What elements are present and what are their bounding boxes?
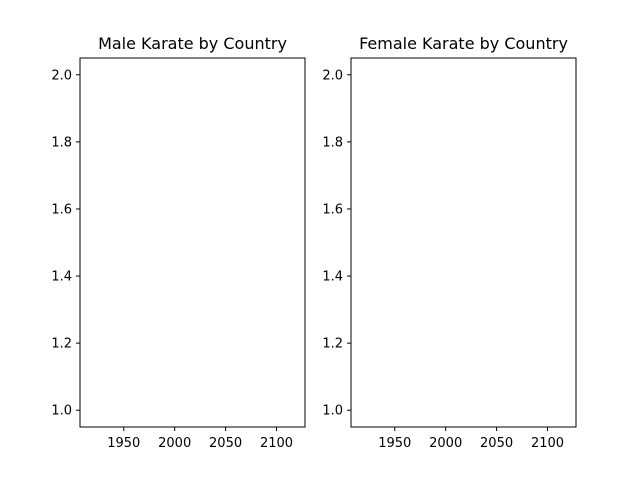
male-karate-x-tick-label: 2050 <box>209 436 242 451</box>
male-karate-panel: Male Karate by Country 1950 2000 2050 2100 … <box>51 34 306 451</box>
male-karate-y-tick-label: 1.8 <box>51 135 72 150</box>
male-karate-axes-frame <box>79 57 306 428</box>
female-karate-chart-title: Female Karate by Country <box>359 34 568 53</box>
male-karate-x-tick-label: 2000 <box>158 436 191 451</box>
male-karate-y-tick-label: 2.0 <box>51 68 72 83</box>
female-karate-y-tick-label: 1.0 <box>322 404 343 419</box>
female-karate-x-tick-label: 2000 <box>429 436 462 451</box>
female-karate-y-tick-label: 1.4 <box>322 270 343 285</box>
male-karate-chart-title: Male Karate by Country <box>98 34 287 53</box>
male-karate-y-tick-label: 1.4 <box>51 270 72 285</box>
female-karate-y-tick-label: 1.2 <box>322 337 343 352</box>
female-karate-y-tick-label: 1.8 <box>322 135 343 150</box>
female-karate-x-ticks: 1950 2000 2050 2100 <box>378 427 564 451</box>
female-karate-x-tick-label: 2100 <box>531 436 564 451</box>
female-karate-x-tick-label: 1950 <box>378 436 411 451</box>
female-karate-panel: Female Karate by Country 1950 2000 2050 210… <box>322 34 577 451</box>
female-karate-y-ticks: 1.0 1.2 1.4 1.6 1.8 2.0 <box>322 68 351 419</box>
female-karate-x-tick-label: 2050 <box>480 436 513 451</box>
female-karate-y-tick-label: 1.6 <box>322 202 343 217</box>
female-karate-y-tick-label: 2.0 <box>322 68 343 83</box>
male-karate-x-ticks: 1950 2000 2050 2100 <box>107 427 293 451</box>
male-karate-y-tick-label: 1.0 <box>51 404 72 419</box>
male-karate-y-ticks: 1.0 1.2 1.4 1.6 1.8 2.0 <box>51 68 80 419</box>
female-karate-axes-frame <box>350 57 577 428</box>
male-karate-x-tick-label: 1950 <box>107 436 140 451</box>
male-karate-y-tick-label: 1.6 <box>51 202 72 217</box>
male-karate-x-tick-label: 2100 <box>260 436 293 451</box>
male-karate-y-tick-label: 1.2 <box>51 337 72 352</box>
